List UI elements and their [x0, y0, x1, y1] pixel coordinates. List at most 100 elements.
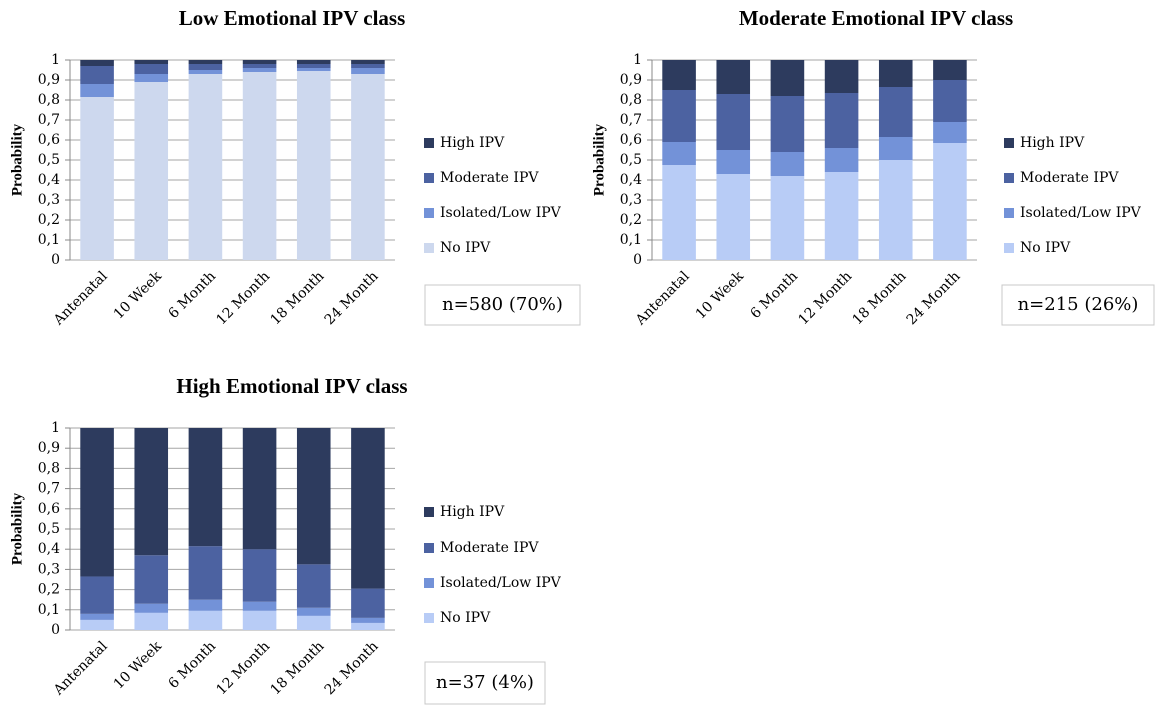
bar-segment [134, 612, 169, 630]
bar-segment [824, 60, 859, 93]
bar-segment [662, 90, 696, 142]
x-tick-label: 6 Month [165, 638, 219, 692]
bar-segment [80, 619, 114, 630]
bar-segment [188, 546, 223, 600]
y-tick-label: 1 [51, 52, 60, 68]
bar-segment [296, 64, 331, 68]
y-tick-label: 0,8 [620, 92, 642, 108]
x-tick-label: Antenatal [50, 638, 111, 699]
legend-label: No IPV [1020, 240, 1071, 256]
y-tick-label: 0,2 [38, 212, 60, 228]
annotation-box [424, 284, 581, 326]
bar-segment [351, 64, 385, 68]
bar-segment [716, 174, 751, 260]
bar-segment [716, 150, 751, 174]
legend-label: No IPV [440, 240, 491, 256]
x-tick-label: 24 Month [322, 638, 382, 698]
bar-segment [242, 610, 277, 630]
y-tick-label: 0,2 [38, 582, 60, 598]
y-tick-label: 0,3 [38, 561, 60, 577]
y-axis-label: Probability [9, 492, 25, 565]
bar-segment [134, 603, 169, 613]
bar-segment [351, 428, 385, 589]
bar-segment [188, 64, 223, 70]
bar-segment [878, 137, 913, 160]
y-tick-label: 0,4 [38, 541, 60, 557]
legend-label: Isolated/Low IPV [440, 205, 562, 221]
legend-swatch [424, 208, 434, 218]
bar-segment [188, 70, 223, 74]
bar-segment [188, 428, 223, 547]
bar-segment [296, 71, 331, 260]
bar-segment [933, 80, 967, 122]
y-tick-label: 0,1 [38, 232, 60, 248]
legend-swatch [1004, 138, 1014, 148]
y-tick-label: 0,9 [38, 440, 60, 456]
y-axis-label: Probability [591, 123, 607, 196]
legend-label: Isolated/Low IPV [440, 575, 562, 591]
bar-segment [824, 172, 859, 260]
x-tick-label: Antenatal [50, 268, 111, 329]
legend-label: Isolated/Low IPV [1020, 205, 1142, 221]
bar-segment [933, 122, 967, 143]
bar-segment [824, 148, 859, 172]
annotation: n=580 (70%) [442, 294, 563, 315]
bar-segment [933, 60, 967, 80]
y-tick-label: 1 [633, 52, 642, 68]
bar-segment [933, 143, 967, 260]
annotation-box [1001, 284, 1155, 326]
x-tick-label: 10 Week [693, 268, 748, 323]
bar-segment [296, 615, 331, 630]
x-tick-label: 12 Month [213, 638, 273, 698]
bar-segment [716, 60, 751, 94]
bar-segment [878, 160, 913, 260]
bar-segment [716, 94, 751, 150]
bar-segment [134, 60, 169, 64]
bar-segment [662, 142, 696, 165]
legend-label: High IPV [1020, 135, 1085, 151]
bar-segment [80, 66, 114, 84]
chart-panel: Moderate Emotional IPV class Probability 0… [591, 6, 1155, 329]
x-tick-label: 24 Month [904, 268, 964, 328]
legend-swatch [424, 543, 434, 553]
bar-segment [296, 564, 331, 608]
bar-segment [296, 68, 331, 71]
bar-segment [242, 549, 277, 602]
legend-label: Moderate IPV [440, 540, 539, 556]
x-tick-label: 12 Month [213, 268, 273, 328]
x-tick-label: 6 Month [165, 268, 219, 322]
x-tick-label: 24 Month [322, 268, 382, 328]
x-tick-label: 6 Month [747, 268, 801, 322]
y-tick-label: 0,9 [620, 72, 642, 88]
bar-segment [878, 60, 913, 87]
bar-segment [188, 60, 223, 64]
bar-segment [351, 74, 385, 260]
y-tick-label: 0,3 [38, 192, 60, 208]
y-tick-label: 0 [51, 252, 60, 268]
bar-segment [242, 601, 277, 611]
annotation: n=215 (26%) [1018, 294, 1139, 315]
legend-swatch [1004, 173, 1014, 183]
bar-segment [351, 68, 385, 74]
legend-swatch [424, 173, 434, 183]
bar-segment [188, 599, 223, 611]
bar-segment [80, 60, 114, 66]
bar-segment [188, 610, 223, 630]
legend-label: High IPV [440, 504, 505, 520]
y-tick-label: 0,1 [38, 602, 60, 618]
bar-segment [351, 622, 385, 630]
bar-segment [80, 613, 114, 620]
x-tick-label: 10 Week [111, 638, 166, 693]
bar-segment [242, 72, 277, 260]
bar-segment [134, 64, 169, 74]
legend-swatch [1004, 208, 1014, 218]
bar-segment [351, 588, 385, 618]
y-tick-label: 0,5 [620, 152, 642, 168]
x-tick-label: 18 Month [850, 268, 910, 328]
legend-swatch [424, 507, 434, 517]
y-tick-label: 0,5 [38, 152, 60, 168]
y-tick-label: 0,4 [620, 172, 642, 188]
annotation-box [424, 661, 546, 705]
y-tick-label: 0,8 [38, 92, 60, 108]
